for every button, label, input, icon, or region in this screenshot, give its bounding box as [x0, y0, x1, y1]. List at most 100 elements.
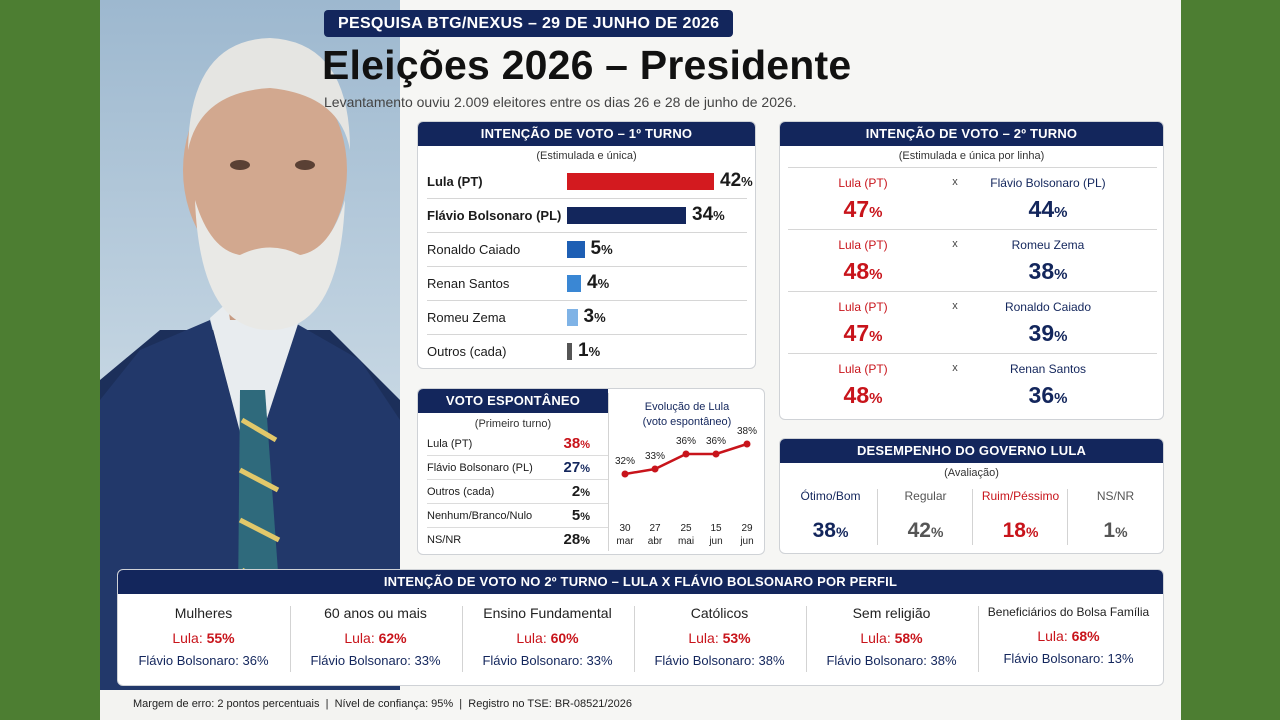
x-tick-day: 27	[649, 523, 661, 534]
spontaneous-heading: VOTO ESPONTÂNEO	[418, 389, 608, 413]
second-round-panel: INTENÇÃO DE VOTO – 2º TURNO (Estimulada …	[779, 121, 1164, 420]
candidate-b-name: Ronaldo Caiado	[1004, 300, 1092, 314]
x-tick-month: jun	[739, 536, 753, 547]
candidate-b-name: Romeu Zema	[1011, 238, 1085, 252]
spontaneous-note: (Primeiro turno)	[474, 418, 552, 430]
data-point	[743, 440, 751, 448]
spontaneous-row: Nenhum/Branco/Nulo 5%	[427, 505, 608, 528]
profiles-panel: INTENÇÃO DE VOTO NO 2º TURNO – LULA X FL…	[117, 569, 1164, 686]
profile-column: Sem religião Lula: 58% Flávio Bolsonaro: 3…	[806, 605, 977, 668]
matchup: Lula (PT) x Romeu Zema 48% 38%	[780, 229, 1163, 292]
candidate-name: Lula (PT)	[427, 174, 483, 189]
spontaneous-row: NS/NR 28%	[427, 529, 608, 552]
first-round-note: (Estimulada e única)	[536, 150, 637, 162]
x-tick-day: 25	[680, 523, 692, 534]
candidate-a-name: Lula (PT)	[838, 300, 888, 314]
lula-series-line	[624, 442, 748, 476]
profile-group: Sem religião	[852, 605, 931, 621]
matchup: Lula (PT) x Ronaldo Caiado 47% 39%	[780, 291, 1163, 354]
spontaneous-name: NS/NR	[427, 534, 462, 546]
profile-flavio: Flávio Bolsonaro: 38%	[654, 653, 785, 668]
data-point	[712, 450, 720, 458]
profile-group: Católicos	[690, 605, 749, 621]
data-label: 32%	[615, 456, 635, 467]
x-tick-day: 30	[619, 523, 631, 534]
spontaneous-name: Nenhum/Branco/Nulo	[427, 510, 533, 522]
candidate-b-percent: 36%	[1028, 382, 1068, 408]
profile-column: Mulheres Lula: 55% Flávio Bolsonaro: 36%	[118, 605, 289, 668]
profile-column: 60 anos ou mais Lula: 62% Flávio Bolsonaro…	[290, 605, 461, 668]
second-round-note: (Estimulada e única por linha)	[898, 150, 1045, 162]
x-tick-day: 15	[710, 523, 722, 534]
rating-label: Ruim/Péssimo	[981, 489, 1060, 503]
rating-label: Regular	[904, 489, 947, 503]
x-tick-month: jun	[708, 536, 722, 547]
profile-lula: Lula: 60%	[516, 630, 579, 646]
x-tick-day: 29	[741, 523, 753, 534]
candidate-a-name: Lula (PT)	[838, 362, 888, 376]
rating-percent: 42%	[907, 519, 944, 542]
candidate-a-name: Lula (PT)	[838, 238, 888, 252]
profile-column: Ensino Fundamental Lula: 60% Flávio Bolson…	[462, 605, 633, 668]
candidate-a-name: Lula (PT)	[838, 176, 888, 190]
government-heading: DESEMPENHO DO GOVERNO LULA	[780, 439, 1163, 463]
spontaneous-percent: 5%	[571, 507, 590, 524]
profile-lula: Lula: 62%	[344, 630, 407, 646]
candidate-b-name: Renan Santos	[1009, 362, 1087, 376]
versus-label: x	[952, 362, 958, 374]
vote-bar	[567, 343, 572, 360]
candidate-a-percent: 48%	[843, 258, 883, 284]
vote-percent: 4%	[587, 272, 610, 293]
vote-bar	[567, 309, 578, 326]
profile-group: Mulheres	[174, 605, 233, 621]
government-note: (Avaliação)	[944, 467, 999, 479]
first-round-row: Outros (cada) 1%	[427, 335, 747, 368]
spontaneous-row: Lula (PT) 38%	[427, 433, 608, 456]
profile-flavio: Flávio Bolsonaro: 33%	[482, 653, 613, 668]
first-round-row: Romeu Zema 3%	[427, 301, 747, 335]
second-round-heading: INTENÇÃO DE VOTO – 2º TURNO	[780, 122, 1163, 146]
versus-label: x	[952, 238, 958, 250]
candidate-a-percent: 48%	[843, 382, 883, 408]
vote-bar	[567, 173, 714, 190]
matchup: Lula (PT) x Flávio Bolsonaro (PL) 47% 44%	[780, 167, 1163, 230]
data-label: 36%	[706, 436, 726, 447]
rating-percent: 1%	[1103, 519, 1128, 542]
candidate-name: Romeu Zema	[427, 310, 506, 325]
candidate-b-percent: 44%	[1028, 196, 1068, 222]
data-label: 38%	[737, 426, 757, 437]
data-point	[621, 470, 629, 478]
spontaneous-name: Outros (cada)	[427, 486, 495, 498]
spontaneous-percent: 38%	[563, 435, 590, 452]
profile-lula: Lula: 53%	[688, 630, 751, 646]
rating-label: Ótimo/Bom	[800, 489, 861, 503]
chart-subtitle: (voto espontâneo)	[643, 416, 732, 428]
profile-flavio: Flávio Bolsonaro: 13%	[1003, 651, 1134, 666]
versus-label: x	[952, 300, 958, 312]
spontaneous-percent: 28%	[563, 531, 590, 548]
lula-evolution-chart: Evolução de Lula (voto espontâneo) 32% 30…	[615, 401, 757, 547]
candidate-b-percent: 38%	[1028, 258, 1068, 284]
profile-lula: Lula: 58%	[860, 630, 923, 646]
matchup: Lula (PT) x Renan Santos 48% 36%	[780, 353, 1163, 416]
vote-bar	[567, 275, 581, 292]
data-label: 36%	[676, 436, 696, 447]
footer-note: Margem de erro: 2 pontos percentuais | N…	[133, 698, 632, 710]
profile-lula: Lula: 68%	[1037, 628, 1100, 644]
page-subtitle: Levantamento ouviu 2.009 eleitores entre…	[324, 94, 797, 110]
profile-lula: Lula: 55%	[172, 630, 235, 646]
spontaneous-row: Outros (cada) 2%	[427, 481, 608, 504]
first-round-row: Lula (PT) 42%	[427, 165, 753, 199]
first-round-heading: INTENÇÃO DE VOTO – 1º TURNO	[418, 122, 755, 146]
candidate-name: Renan Santos	[427, 276, 510, 291]
vote-bar	[567, 241, 585, 258]
candidate-name: Ronaldo Caiado	[427, 242, 521, 257]
spontaneous-name: Lula (PT)	[427, 438, 473, 450]
rating-column: NS/NR 1%	[1067, 489, 1163, 543]
profile-flavio: Flávio Bolsonaro: 33%	[310, 653, 441, 668]
vote-percent: 42%	[720, 170, 753, 191]
chart-title: Evolução de Lula	[645, 401, 730, 413]
first-round-panel: INTENÇÃO DE VOTO – 1º TURNO (Estimulada …	[417, 121, 756, 369]
data-point	[682, 450, 690, 458]
candidate-a-percent: 47%	[843, 320, 883, 346]
